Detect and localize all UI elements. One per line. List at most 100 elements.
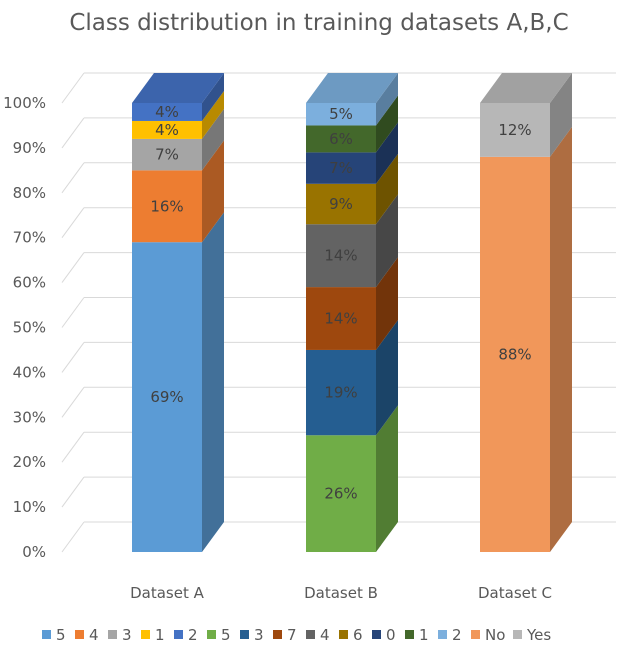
gridline-depth [61, 117, 85, 149]
bar-segment: 4% [132, 90, 224, 139]
bar-segment-front [132, 170, 202, 243]
bar-segment-front [480, 103, 550, 157]
bar-segment-front [306, 287, 376, 350]
legend-item: 4 [75, 626, 99, 644]
legend-label: 2 [452, 626, 462, 644]
legend-swatch [42, 630, 51, 639]
bar-segment: 69% [132, 212, 224, 552]
legend-swatch [108, 630, 117, 639]
y-tick-label: 80% [13, 184, 46, 202]
legend-item: 5 [42, 626, 66, 644]
gridline-depth [61, 252, 85, 283]
data-label: 7% [329, 159, 353, 177]
legend-swatch [405, 630, 414, 639]
bar-segment-side [376, 319, 398, 436]
legend-item: 3 [108, 626, 132, 644]
y-axis-ticks: 0% 10% 20% 30% 40% 50% 60% 70% 80% 90% 100% [3, 94, 46, 561]
bar-segment: 88% [480, 126, 572, 552]
x-tick-label: Dataset B [304, 584, 378, 602]
gridline-depth [61, 431, 85, 463]
legend-item: 1 [141, 626, 165, 644]
bar-segment: 4% [132, 73, 224, 121]
bar-segment: 19% [306, 319, 398, 436]
bar-segment-front [306, 103, 376, 126]
gridline-depth [61, 162, 85, 194]
legend-item: 6 [339, 626, 363, 644]
legend-swatch [75, 630, 84, 639]
bar-segment-side [202, 73, 224, 121]
bar-segment-side [376, 95, 398, 153]
data-label: 5% [329, 105, 353, 123]
legend-swatch [207, 630, 216, 639]
gridline-depth [61, 476, 85, 508]
bar-segment-front [480, 156, 550, 552]
legend-label: 1 [155, 626, 165, 644]
legend-item: 2 [438, 626, 462, 644]
data-label: 26% [324, 485, 357, 503]
bar-segment-top [132, 73, 224, 103]
legend-swatch [240, 630, 249, 639]
legend-item: 2 [174, 626, 198, 644]
bar-segment-side [376, 73, 398, 126]
bar-segment: 7% [306, 122, 398, 184]
gridline-depth [61, 72, 85, 104]
bar-segment-side [202, 212, 224, 552]
bar-segment-front [306, 125, 376, 153]
bar-segment-side [376, 405, 398, 552]
legend-label: 4 [89, 626, 99, 644]
x-axis-categories: Dataset A Dataset B Dataset C [130, 584, 552, 602]
bar-segment-top [480, 73, 572, 103]
y-tick-label: 40% [13, 363, 46, 381]
y-tick-label: 10% [13, 498, 46, 516]
bar-segment-front [306, 349, 376, 436]
bar-segment-side [376, 153, 398, 225]
bar-segment-front [306, 435, 376, 552]
y-tick-label: 70% [13, 229, 46, 247]
gridline-depth [61, 521, 85, 553]
legend-label: 3 [122, 626, 132, 644]
data-label: 88% [498, 345, 531, 363]
bar-segment-front [132, 242, 202, 552]
data-label: 16% [150, 197, 183, 215]
legend-swatch [273, 630, 282, 639]
legend-swatch [438, 630, 447, 639]
legend-label: 5 [56, 626, 66, 644]
y-tick-label: 60% [13, 274, 46, 292]
legend-swatch [141, 630, 150, 639]
bar-segment: 14% [306, 257, 398, 350]
chart-title: Class distribution in training datasets … [69, 10, 568, 36]
bar-segment: 9% [306, 153, 398, 225]
bar-segment: 12% [480, 73, 572, 157]
legend-swatch [174, 630, 183, 639]
legend-item: No [471, 626, 505, 644]
legend-label: Yes [526, 626, 551, 644]
y-tick-label: 0% [22, 543, 46, 561]
x-tick-label: Dataset A [130, 584, 205, 602]
data-label: 4% [155, 121, 179, 139]
legend-item: Yes [513, 626, 551, 644]
data-label: 4% [155, 103, 179, 121]
bar-segment-top [306, 73, 398, 103]
legend-swatch [372, 630, 381, 639]
legend-label: 6 [353, 626, 363, 644]
legend-item: 0 [372, 626, 396, 644]
bar-segment-front [132, 103, 202, 121]
bar-segment-side [550, 126, 572, 552]
legend-item: 1 [405, 626, 429, 644]
legend-item: 5 [207, 626, 231, 644]
bars: 69% 16% 7% 4%4% 26% 19% 14% 14% 9% 7% 6% 5% 88% 12% [132, 73, 572, 552]
x-tick-label: Dataset C [478, 584, 552, 602]
legend-item: 3 [240, 626, 264, 644]
bar-segment-side [202, 90, 224, 139]
bar-segment: 14% [306, 194, 398, 288]
bar-segment-side [202, 140, 224, 243]
y-tick-label: 50% [13, 319, 46, 337]
bar-segment-side [550, 73, 572, 157]
legend-label: 5 [221, 626, 231, 644]
data-label: 69% [150, 388, 183, 406]
y-tick-label: 20% [13, 453, 46, 471]
legend-swatch [339, 630, 348, 639]
legend-label: No [485, 626, 505, 644]
